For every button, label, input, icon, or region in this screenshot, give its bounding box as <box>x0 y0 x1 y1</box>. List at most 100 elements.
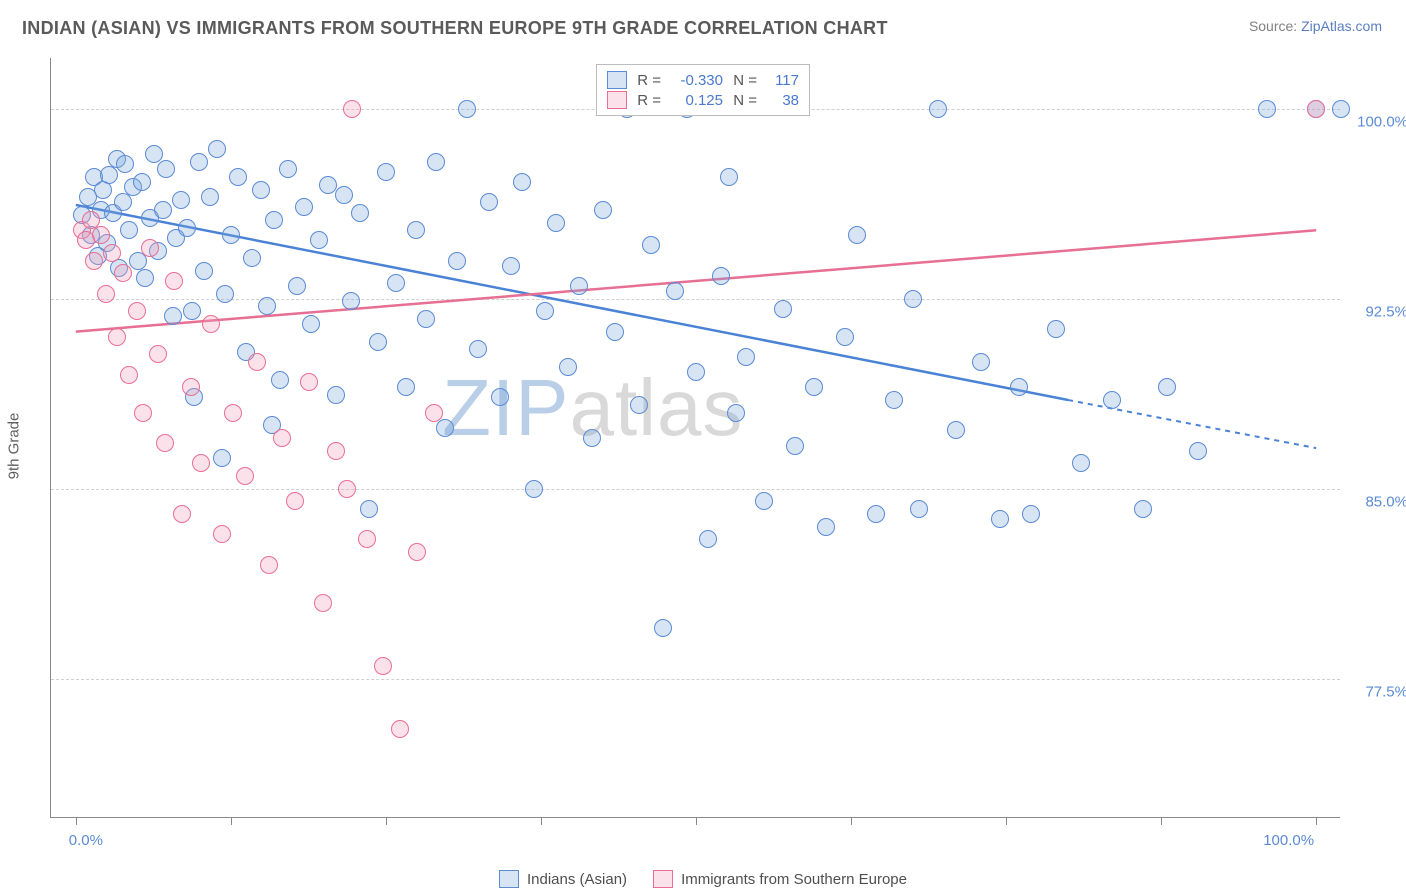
data-point <box>358 530 376 548</box>
data-point <box>469 340 487 358</box>
x-axis-label: 100.0% <box>1263 832 1314 849</box>
chart-title: INDIAN (ASIAN) VS IMMIGRANTS FROM SOUTHE… <box>22 18 888 39</box>
data-point <box>910 500 928 518</box>
data-point <box>436 419 454 437</box>
legend-stats-row: R = 0.125 N = 38 <box>607 90 799 110</box>
data-point <box>134 404 152 422</box>
x-tick <box>541 817 542 825</box>
data-point <box>120 221 138 239</box>
data-point <box>216 285 234 303</box>
data-point <box>327 386 345 404</box>
data-point <box>666 282 684 300</box>
data-point <box>172 191 190 209</box>
data-point <box>279 160 297 178</box>
legend-n-value: 38 <box>763 92 799 109</box>
data-point <box>699 530 717 548</box>
data-point <box>885 391 903 409</box>
legend-bottom-item: Immigrants from Southern Europe <box>653 870 907 888</box>
data-point <box>229 168 247 186</box>
legend-n-value: 117 <box>763 72 799 89</box>
data-point <box>343 100 361 118</box>
legend-stats-row: R = -0.330 N = 117 <box>607 70 799 90</box>
data-point <box>314 594 332 612</box>
data-point <box>570 277 588 295</box>
legend-r-value: -0.330 <box>667 72 723 89</box>
y-tick-label: 92.5% <box>1348 303 1406 320</box>
data-point <box>1022 505 1040 523</box>
legend-label: Indians (Asian) <box>527 871 627 888</box>
legend-bottom-item: Indians (Asian) <box>499 870 627 888</box>
data-point <box>1134 500 1152 518</box>
data-point <box>300 373 318 391</box>
data-point <box>338 480 356 498</box>
data-point <box>201 188 219 206</box>
x-axis-label: 0.0% <box>69 832 103 849</box>
data-point <box>387 274 405 292</box>
data-point <box>525 480 543 498</box>
data-point <box>145 145 163 163</box>
data-point <box>133 173 151 191</box>
data-point <box>427 153 445 171</box>
data-point <box>182 378 200 396</box>
data-point <box>654 619 672 637</box>
data-point <box>222 226 240 244</box>
data-point <box>547 214 565 232</box>
data-point <box>213 525 231 543</box>
data-point <box>737 348 755 366</box>
data-point <box>116 155 134 173</box>
data-point <box>805 378 823 396</box>
data-point <box>786 437 804 455</box>
data-point <box>208 140 226 158</box>
data-point <box>947 421 965 439</box>
data-point <box>173 505 191 523</box>
legend-n-label: N = <box>729 72 757 89</box>
data-point <box>1189 442 1207 460</box>
data-point <box>1332 100 1350 118</box>
data-point <box>85 252 103 270</box>
data-point <box>183 302 201 320</box>
data-point <box>156 434 174 452</box>
data-point <box>273 429 291 447</box>
data-point <box>513 173 531 191</box>
data-point <box>491 388 509 406</box>
y-tick-label: 100.0% <box>1348 113 1406 130</box>
data-point <box>192 454 210 472</box>
legend-swatch <box>499 870 519 888</box>
data-point <box>727 404 745 422</box>
data-point <box>351 204 369 222</box>
data-point <box>1307 100 1325 118</box>
data-point <box>190 153 208 171</box>
x-tick <box>851 817 852 825</box>
data-point <box>425 404 443 422</box>
x-tick <box>76 817 77 825</box>
legend-n-label: N = <box>729 92 757 109</box>
data-point <box>1158 378 1176 396</box>
x-tick <box>1316 817 1317 825</box>
data-point <box>407 221 425 239</box>
data-point <box>236 467 254 485</box>
data-point <box>178 219 196 237</box>
data-point <box>1010 378 1028 396</box>
data-point <box>128 302 146 320</box>
data-point <box>97 285 115 303</box>
source-link[interactable]: ZipAtlas.com <box>1301 18 1382 34</box>
data-point <box>202 315 220 333</box>
data-point <box>120 366 138 384</box>
data-point <box>114 264 132 282</box>
data-point <box>391 720 409 738</box>
data-point <box>687 363 705 381</box>
data-point <box>295 198 313 216</box>
data-point <box>583 429 601 447</box>
data-point <box>136 269 154 287</box>
legend-bottom: Indians (Asian) Immigrants from Southern … <box>0 870 1406 888</box>
data-point <box>195 262 213 280</box>
data-point <box>114 193 132 211</box>
y-tick-label: 85.0% <box>1348 493 1406 510</box>
data-point <box>712 267 730 285</box>
legend-r-label: R = <box>633 92 661 109</box>
data-point <box>1072 454 1090 472</box>
data-point <box>360 500 378 518</box>
data-point <box>1047 320 1065 338</box>
regression-line <box>76 230 1316 331</box>
chart-source: Source: ZipAtlas.com <box>1249 18 1382 34</box>
